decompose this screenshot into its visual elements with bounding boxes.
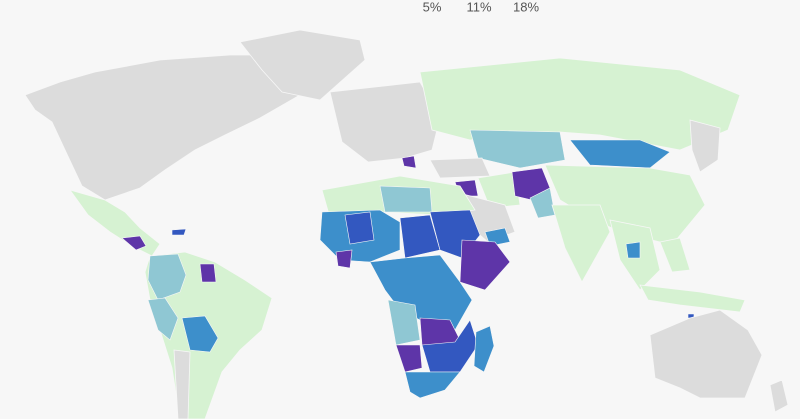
iran [477, 171, 521, 209]
greenland [239, 29, 366, 101]
legend: 5% 11% 18% [423, 0, 540, 14]
central-africa [369, 254, 473, 331]
indonesia [639, 284, 746, 313]
namibia [395, 344, 423, 373]
legend-label: 11% [466, 0, 491, 14]
honduras [121, 235, 147, 251]
north-america [24, 54, 331, 201]
guyana [199, 263, 217, 283]
legend-label: 18% [513, 0, 539, 14]
mali [344, 211, 375, 245]
sierra-leone [335, 249, 353, 269]
balkans [401, 155, 417, 169]
bolivia [181, 315, 219, 353]
land [24, 29, 789, 419]
kazakhstan [469, 129, 566, 169]
australia [649, 309, 763, 399]
philippines [659, 237, 691, 273]
colombia [147, 253, 187, 301]
new-zealand [769, 379, 789, 413]
south-africa [404, 371, 461, 399]
libya [379, 185, 433, 213]
chile [173, 349, 191, 419]
angola [387, 299, 421, 346]
japan [689, 119, 721, 173]
india [551, 204, 611, 283]
ethiopia [459, 239, 511, 291]
turkey [429, 157, 491, 179]
mongolia [569, 139, 671, 169]
madagascar [473, 325, 495, 373]
peru [147, 297, 179, 341]
legend-label: 5% [423, 0, 442, 14]
russia [419, 57, 741, 151]
cambodia [625, 241, 641, 259]
haiti [171, 228, 187, 236]
